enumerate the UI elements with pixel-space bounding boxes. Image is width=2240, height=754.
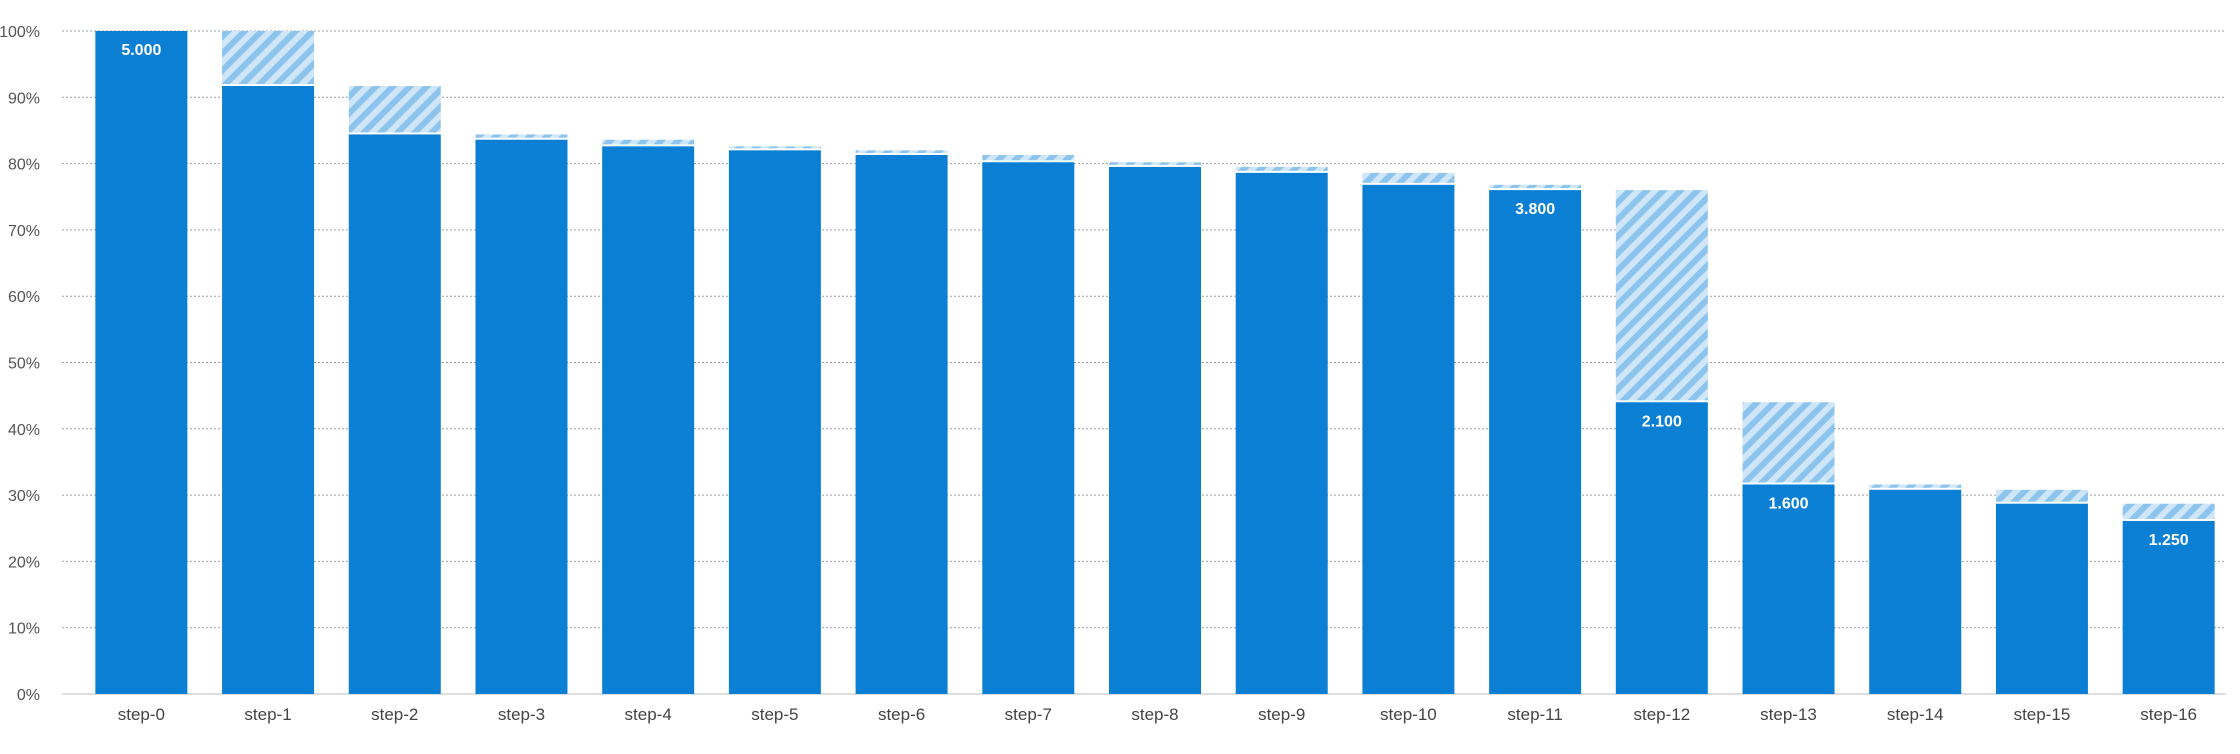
bar-solid [1489, 190, 1582, 694]
y-tick-label: 60% [8, 289, 40, 306]
x-tick-label: step-2 [371, 705, 418, 724]
bar-dropoff [1362, 172, 1455, 183]
y-tick-label: 100% [0, 24, 40, 41]
y-axis: 0% 10% 20% 30% 40% 50% 60% 70% 80% 90% 100% [0, 24, 40, 704]
bar-value-label: 1.600 [1769, 495, 1809, 512]
bar-dropoff [2122, 503, 2215, 519]
x-tick-label: step-14 [1887, 705, 1944, 724]
bar-dropoff [1742, 402, 1835, 483]
bar-dropoff [982, 154, 1075, 161]
bar-solid [1362, 184, 1455, 695]
bar-value-label: 1.250 [2149, 532, 2189, 549]
x-tick-label: step-5 [751, 705, 798, 724]
x-tick-label: step-15 [2014, 705, 2071, 724]
bar-solid [222, 86, 315, 695]
y-tick-label: 0% [17, 687, 40, 704]
bar-solid [728, 150, 821, 695]
bar-value-label: 5.000 [121, 42, 161, 59]
bar-dropoff [855, 150, 948, 153]
x-tick-label: step-10 [1380, 705, 1437, 724]
x-tick-label: step-8 [1131, 705, 1178, 724]
x-tick-label: step-12 [1633, 705, 1690, 724]
bar-solid [1869, 489, 1962, 694]
bar-dropoff [222, 31, 315, 85]
bar-dropoff [1869, 484, 1962, 488]
x-tick-label: step-0 [118, 705, 165, 724]
bar-dropoff [602, 139, 695, 145]
bar-solid [855, 154, 948, 694]
x-axis: step-0 step-1 step-2 step-3 step-4 step-5 step… [118, 705, 2197, 724]
bar-solid [475, 139, 568, 694]
y-tick-label: 10% [8, 621, 40, 638]
data-labels: 5.000 3.800 2.100 1.600 1.250 [121, 42, 2188, 549]
bar-solid [1235, 172, 1328, 694]
y-tick-label: 30% [8, 488, 40, 505]
x-tick-label: step-7 [1005, 705, 1052, 724]
y-tick-label: 50% [8, 356, 40, 373]
bar-dropoff [1489, 184, 1582, 189]
x-tick-label: step-9 [1258, 705, 1305, 724]
x-tick-label: step-13 [1760, 705, 1817, 724]
y-tick-label: 90% [8, 90, 40, 107]
bar-dropoff [348, 86, 441, 133]
bar-value-label: 2.100 [1642, 413, 1682, 430]
bar-dropoff [1109, 162, 1201, 165]
x-tick-label: step-6 [878, 705, 925, 724]
x-tick-label: step-4 [625, 705, 672, 724]
bar-solid [1615, 402, 1708, 694]
y-tick-label: 70% [8, 223, 40, 240]
bar-dropoff [1235, 166, 1328, 171]
y-tick-label: 20% [8, 554, 40, 571]
x-tick-label: step-11 [1507, 705, 1562, 724]
bar-solid [95, 31, 188, 694]
x-tick-label: step-3 [498, 705, 545, 724]
bar-solid [982, 162, 1075, 695]
x-tick-label: step-16 [2140, 705, 2197, 724]
bar-dropoff [1615, 190, 1708, 401]
bar-value-label: 3.800 [1515, 201, 1555, 218]
y-tick-label: 80% [8, 157, 40, 174]
x-tick-label: step-1 [244, 705, 291, 724]
bar-solid [1109, 166, 1201, 695]
bar-solid [1995, 503, 2088, 694]
bar-solid [2122, 520, 2215, 694]
bar-solid [602, 146, 695, 694]
y-tick-label: 40% [8, 422, 40, 439]
bar-dropoff [475, 134, 568, 138]
bar-solid [348, 134, 441, 695]
bar-solid [1742, 484, 1835, 694]
bars [95, 31, 2215, 695]
bar-dropoff [728, 146, 821, 149]
bar-dropoff [1995, 489, 2088, 502]
